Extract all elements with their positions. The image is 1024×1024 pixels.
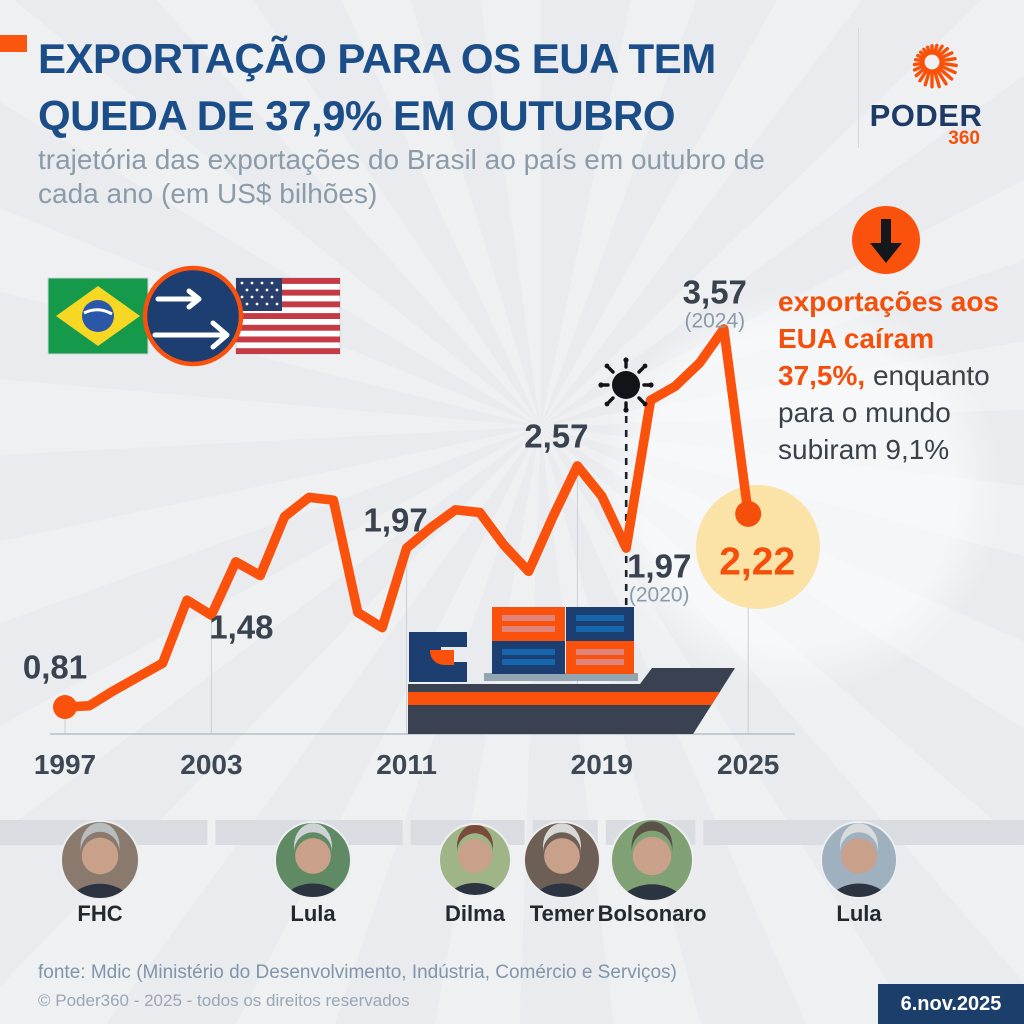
president-label-temer-3: Temer [529,901,595,926]
coronavirus-icon [598,357,654,413]
subtitle-line-2: cada ano (em US$ bilhões) [38,178,378,209]
sunburst-ray [932,68,941,89]
president-label-dilma-2: Dilma [445,901,505,926]
sunburst-ray [937,66,954,81]
sunburst-ray [937,47,950,58]
sunburst-ray [939,56,957,63]
value-label-2003: 1,48 [209,608,274,646]
value-label-2020: 1,97 (2020) [627,547,692,607]
president-label-lula-5: Lula [836,901,882,926]
avatar-dilma-2 [438,823,512,897]
sunburst-ray [913,57,925,63]
date-badge: 6.nov.2025 [878,984,1024,1024]
annotation-rest: enquanto para o mundo subiram 9,1% [778,360,990,465]
sunburst-ray [912,64,926,72]
arrow-down-circle-icon [852,206,920,274]
sunburst-ray [922,47,929,57]
highlight-circle [696,485,820,609]
value-label-2018: 2,57 [524,417,589,455]
x-tick-2025: 2025 [717,749,779,780]
sunburst-ray [918,50,927,58]
source-line: fonte: Mdic (Ministério do Desenvolvimen… [38,962,677,983]
value-label-2025: 2,22 [719,540,796,584]
brazil-flag [47,277,149,355]
sunburst-ray [932,43,939,56]
container-ship-illustration [408,607,735,734]
page-title: EXPORTAÇÃO PARA OS EUA TEM QUEDA DE 37,9… [38,30,716,144]
sunburst-ray [925,45,932,56]
x-tick-2011: 2011 [376,749,437,780]
sunburst-ray [935,67,948,86]
x-axis-tick-labels: 1997 2003 2011 2019 2025 [34,749,779,780]
copyright-line: © Poder360 - 2025 - todos os direitos re… [38,991,410,1010]
x-tick-1997: 1997 [34,749,96,780]
president-label-fhc-0: FHC [77,901,123,926]
title-line-2: QUEDA DE 37,9% EM OUTUBRO [38,92,676,139]
sunburst-ray [935,44,944,57]
sunburst-ray [938,51,954,60]
annotation-highlight: exportações aos EUA caíram 37,5%, [778,286,999,391]
annotation-text: exportações aos EUA caíram 37,5%, enquan… [778,283,1020,468]
x-tick-2003: 2003 [180,749,242,780]
sunburst-ray [918,67,929,83]
double-right-arrow-circle-icon [142,265,244,367]
sunburst-ray [939,61,958,68]
value-label-2011: 1,97 [363,501,428,539]
logo-divider [858,28,859,148]
page-subtitle: trajetória das exportações do Brasil ao … [38,143,765,211]
title-line-1: EXPORTAÇÃO PARA OS EUA TEM [38,35,716,82]
sunburst-ray [912,61,925,67]
end-point-dot [735,500,762,527]
subtitle-line-1: trajetória das exportações do Brasil ao … [38,144,765,175]
poder360-logo: PODER 360 [862,26,1002,149]
value-label-1997: 0,81 [22,648,88,686]
sunburst-ray [916,53,926,60]
x-tick-2019: 2019 [571,749,633,780]
value-label-2024: 3,57 (2024) [682,273,747,333]
start-point-dot [53,695,77,720]
president-label-lula-1: Lula [290,901,336,926]
sunburst-ray [914,66,927,78]
value-sublabel-2024: (2024) [684,309,746,333]
sunburst-ray [938,64,957,75]
export-line [60,324,753,712]
president-label-bolsonaro-4: Bolsonaro [597,901,707,926]
accent-square [0,35,27,52]
sunburst-icon [912,43,958,89]
usa-flag [235,277,341,355]
logo-360: 360 [948,128,980,149]
value-sublabel-2020: (2020) [628,583,690,607]
logo-wordmark: PODER [869,98,983,133]
sunburst-ray [923,68,932,87]
